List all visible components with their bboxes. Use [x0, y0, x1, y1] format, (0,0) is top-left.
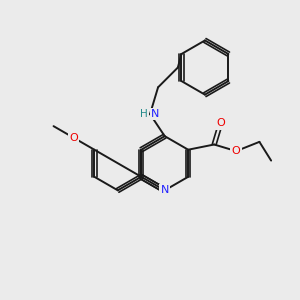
Text: O: O	[216, 118, 225, 128]
Text: O: O	[69, 133, 78, 142]
Text: H: H	[140, 109, 147, 119]
Text: O: O	[232, 146, 241, 156]
Text: N: N	[151, 109, 160, 119]
Text: N: N	[160, 185, 169, 195]
